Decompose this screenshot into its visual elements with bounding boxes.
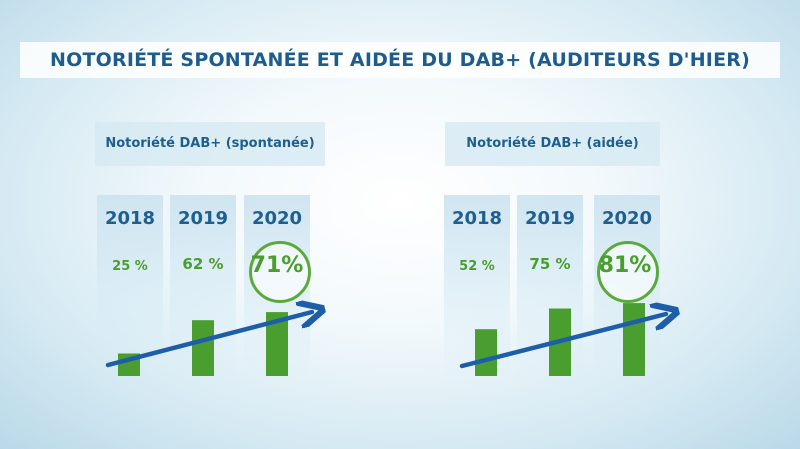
panel-label-spontaneous: Notoriété DAB+ (spontanée): [95, 122, 325, 166]
value-label-2020-spontaneous: 71%: [250, 253, 304, 278]
highlight-circle-2020-aided: [597, 241, 659, 303]
value-label-2019-spontaneous: 62 %: [182, 255, 224, 273]
year-label-2019-aided: 2019: [524, 208, 576, 229]
value-label-2020-aided: 81%: [598, 253, 652, 278]
panel-label-aided: Notoriété DAB+ (aidée): [445, 122, 660, 166]
page-title: NOTORIÉTÉ SPONTANÉE ET AIDÉE DU DAB+ (AU…: [50, 49, 750, 71]
year-label-2018-spontaneous: 2018: [104, 208, 156, 229]
highlight-circle-2020-spontaneous: [249, 241, 311, 303]
year-label-2020-spontaneous: 2020: [251, 208, 303, 229]
title-band: NOTORIÉTÉ SPONTANÉE ET AIDÉE DU DAB+ (AU…: [20, 42, 780, 78]
value-label-2018-spontaneous: 25 %: [112, 259, 148, 274]
year-label-2020-aided: 2020: [601, 208, 653, 229]
year-label-2018-aided: 2018: [451, 208, 503, 229]
year-label-2019-spontaneous: 2019: [177, 208, 229, 229]
value-label-2019-aided: 75 %: [529, 255, 571, 273]
value-label-2018-aided: 52 %: [459, 259, 495, 274]
